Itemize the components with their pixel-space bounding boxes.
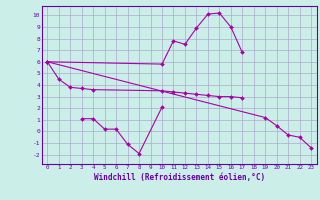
X-axis label: Windchill (Refroidissement éolien,°C): Windchill (Refroidissement éolien,°C) [94, 173, 265, 182]
